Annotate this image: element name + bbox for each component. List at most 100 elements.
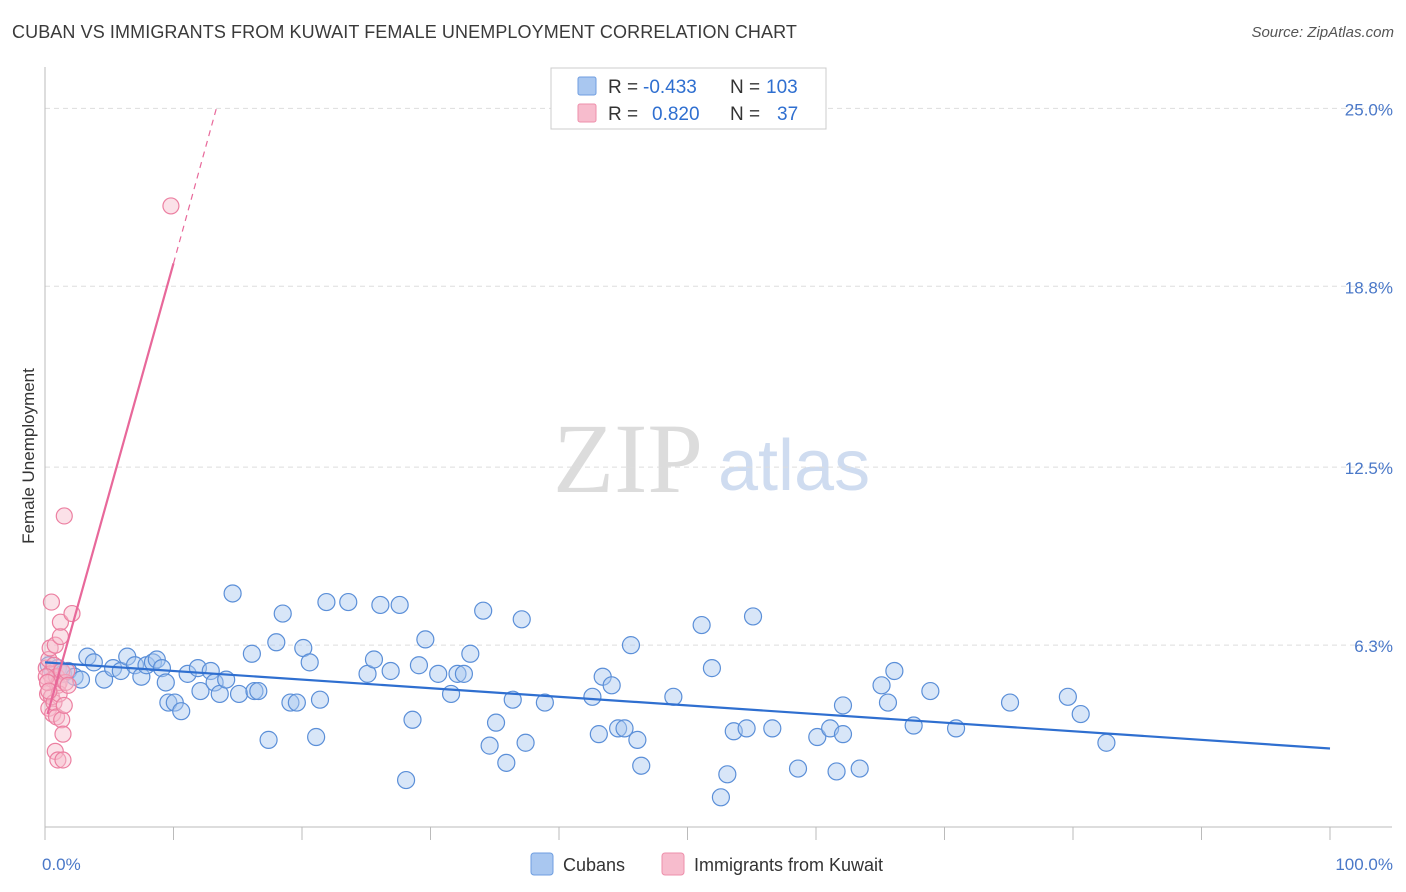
- watermark-atlas: atlas: [718, 426, 870, 506]
- kuwait-point-27: [55, 507, 73, 525]
- y-tick-label-3: 25.0%: [1345, 100, 1393, 119]
- legend-n-label-kuwait: N =: [730, 104, 760, 125]
- cubans-point-55: [429, 664, 448, 683]
- legend-r-value-cubans: -0.433: [643, 77, 697, 98]
- cubans-point-58: [454, 664, 474, 683]
- bottom-legend-label-cubans: Cubans: [563, 855, 625, 875]
- legend-box: R = -0.433 N = 103 R = 0.820 N = 37: [550, 67, 827, 130]
- cubans-point-77: [664, 687, 683, 706]
- cubans-point-42: [307, 727, 326, 747]
- legend-r-label-kuwait: R =: [608, 104, 638, 125]
- bottom-legend-label-kuwait: Immigrants from Kuwait: [694, 855, 883, 875]
- trend-lines: [44, 105, 1331, 750]
- cubans-point-90: [833, 725, 853, 744]
- kuwait-point-6: [41, 639, 59, 657]
- cubans-point-19: [156, 673, 175, 692]
- cubans-point-78: [692, 615, 711, 635]
- y-tick-labels: 6.3% 12.5% 18.8% 25.0%: [1345, 100, 1393, 656]
- kuwait-point-31: [59, 676, 77, 694]
- cubans-point-89: [827, 762, 846, 781]
- cubans-point-62: [486, 713, 506, 732]
- series-cubans: [39, 584, 1116, 807]
- cubans-point-64: [503, 690, 522, 709]
- cubans-point-60: [474, 601, 493, 620]
- kuwait-point-33: [162, 197, 180, 215]
- cubans-point-37: [273, 604, 292, 623]
- cubans-point-56: [441, 684, 461, 704]
- cubans-point-66: [516, 733, 535, 752]
- cubans-point-47: [364, 650, 384, 669]
- cubans-point-25: [191, 681, 210, 701]
- cubans-point-91: [833, 696, 853, 715]
- x-tick-label-0: 0.0%: [42, 855, 81, 874]
- legend-swatch-cubans: [577, 76, 597, 96]
- cubans-point-75: [628, 730, 647, 749]
- kuwait-point-13: [46, 636, 64, 654]
- source-credit: Source: ZipAtlas.com: [1251, 24, 1394, 41]
- legend-r-label-cubans: R =: [608, 77, 638, 98]
- cubans-point-22: [172, 702, 191, 721]
- kuwait-point-22: [51, 613, 70, 631]
- cubans-point-65: [512, 610, 531, 629]
- cubans-point-71: [602, 676, 621, 695]
- cubans-point-67: [535, 693, 554, 712]
- cubans-point-49: [381, 661, 400, 681]
- cubans-point-80: [711, 788, 731, 807]
- cubans-point-18: [152, 659, 172, 678]
- cubans-point-44: [317, 592, 336, 612]
- cubans-point-85: [763, 719, 782, 738]
- cubans-point-101: [1071, 704, 1090, 724]
- cubans-point-45: [339, 592, 358, 612]
- cubans-point-31: [229, 684, 249, 704]
- cubans-point-94: [878, 693, 898, 712]
- x-tick-labels: 0.0% 100.0%: [42, 855, 1393, 874]
- cubans-point-50: [390, 595, 409, 615]
- kuwait-point-34: [37, 668, 55, 686]
- kuwait-point-26: [54, 725, 72, 743]
- gridlines: [45, 107, 1392, 646]
- bottom-legend-swatch-cubans: [530, 852, 554, 876]
- cubans-point-43: [310, 690, 330, 709]
- cubans-point-17: [147, 650, 166, 669]
- cubans-point-73: [615, 719, 634, 738]
- kuwait-point-21: [51, 627, 70, 646]
- legend-r-value-kuwait: 0.820: [652, 104, 700, 125]
- cubans-point-92: [850, 759, 869, 778]
- cubans-point-52: [403, 710, 422, 729]
- legend-swatch-kuwait: [577, 103, 597, 123]
- cubans-point-20: [159, 693, 178, 712]
- cubans-point-69: [589, 725, 608, 744]
- cubans-point-63: [497, 753, 516, 772]
- y-tick-label-1: 12.5%: [1345, 459, 1393, 478]
- cubans-point-68: [583, 687, 602, 706]
- legend-n-value-kuwait: 37: [777, 104, 798, 125]
- cubans-point-54: [416, 630, 435, 649]
- cubans-point-93: [872, 676, 891, 695]
- cubans-trend-line: [44, 661, 1331, 750]
- cubans-point-59: [461, 644, 480, 663]
- cubans-point-53: [409, 656, 429, 675]
- cubans-point-23: [178, 664, 197, 683]
- cubans-point-72: [609, 719, 628, 738]
- cubans-point-57: [448, 664, 467, 683]
- cubans-point-102: [1097, 733, 1116, 752]
- cubans-point-33: [245, 681, 264, 701]
- kuwait-trend-line: [46, 263, 175, 715]
- series-kuwait: [37, 197, 180, 769]
- cubans-point-86: [788, 759, 808, 778]
- y-tick-label-0: 6.3%: [1354, 637, 1393, 656]
- cubans-point-74: [621, 636, 641, 655]
- cubans-point-81: [718, 765, 737, 784]
- kuwait-point-18: [49, 751, 67, 769]
- axes: [44, 67, 1392, 840]
- kuwait-point-7: [42, 593, 61, 611]
- cubans-point-61: [480, 736, 499, 755]
- cubans-point-30: [223, 584, 242, 603]
- kuwait-point-23: [53, 711, 71, 729]
- cubans-point-100: [1058, 687, 1077, 706]
- watermark-zip: ZIP: [553, 403, 703, 514]
- cubans-point-83: [737, 719, 756, 738]
- kuwait-point-28: [55, 696, 73, 715]
- cubans-point-87: [808, 727, 827, 747]
- y-axis-label: Female Unemployment: [19, 368, 38, 544]
